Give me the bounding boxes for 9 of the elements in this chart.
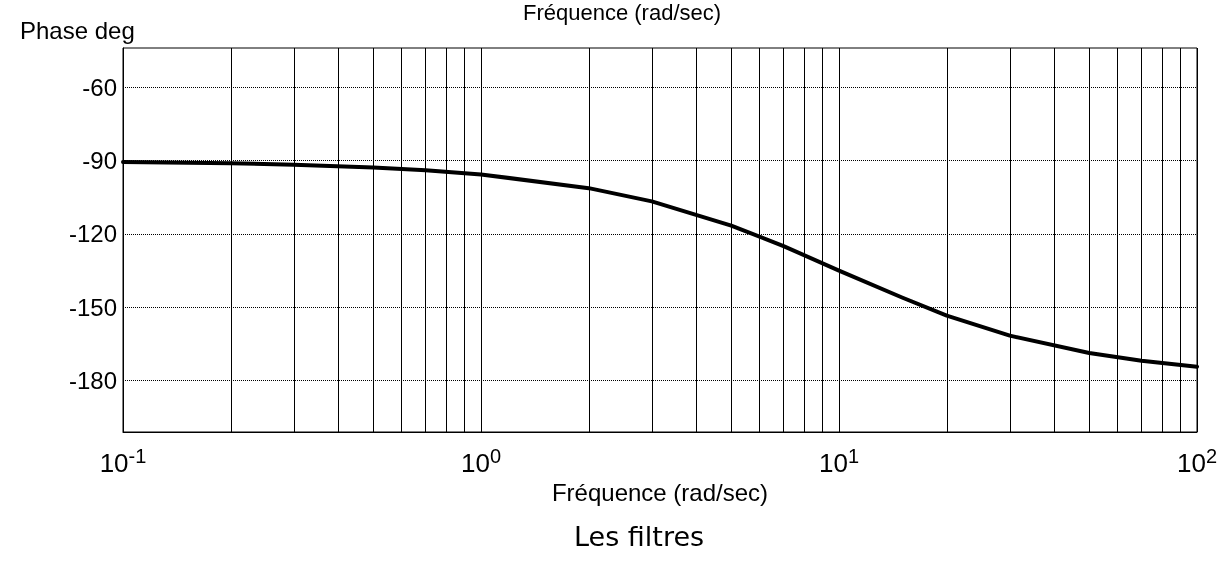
y-tick-label: -150 xyxy=(68,293,117,321)
x-axis-title: Fréquence (rad/sec) xyxy=(551,479,769,507)
text: Les filtres xyxy=(574,521,705,552)
y-axis-title: Phase deg xyxy=(20,16,135,44)
y-tick-label: -60 xyxy=(82,73,117,101)
text: Fréquence (rad/sec) xyxy=(523,0,722,25)
y-tick-label: -90 xyxy=(82,147,117,175)
y-tick-label: -180 xyxy=(68,367,117,395)
y-tick-label: -120 xyxy=(68,220,117,248)
